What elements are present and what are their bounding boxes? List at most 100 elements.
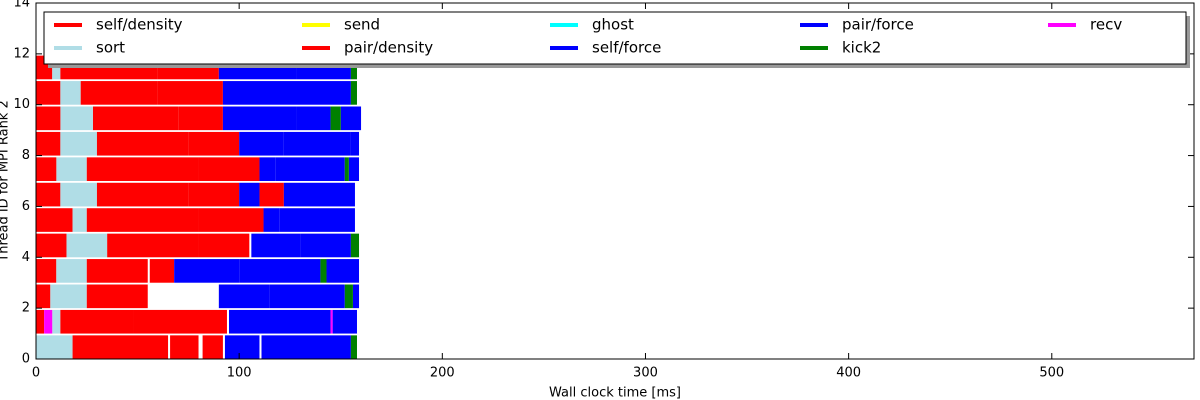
task-segment — [66, 233, 108, 258]
task-segment — [52, 309, 61, 334]
task-segment — [107, 233, 199, 258]
task-segment — [320, 259, 327, 283]
x-tick-label: 0 — [32, 366, 40, 381]
task-segment — [60, 309, 134, 334]
task-segment — [188, 131, 240, 156]
task-segment — [80, 81, 158, 105]
task-segment — [60, 81, 81, 105]
y-tick-label: 8 — [22, 148, 30, 163]
task-segment — [72, 208, 87, 232]
task-segment — [218, 284, 270, 309]
task-segment — [149, 259, 175, 283]
task-segment — [86, 157, 199, 181]
task-segment — [174, 259, 240, 283]
task-segment — [251, 233, 301, 258]
task-segment — [36, 81, 61, 105]
legend-label: self/density — [96, 16, 183, 34]
task-segment — [202, 335, 223, 359]
task-segment — [300, 233, 351, 258]
task-segment — [36, 259, 57, 283]
task-segment — [198, 157, 260, 181]
task-segment — [239, 259, 321, 283]
task-segment — [330, 309, 333, 334]
task-segment — [170, 335, 199, 359]
task-segment — [340, 106, 362, 131]
task-segment — [283, 131, 351, 156]
y-tick-label: 12 — [13, 46, 30, 61]
legend-label: pair/density — [344, 39, 433, 57]
task-segment — [36, 157, 57, 181]
task-segment — [350, 335, 357, 359]
task-segment — [239, 131, 284, 156]
task-segment — [60, 182, 97, 207]
y-tick-label: 4 — [22, 250, 30, 265]
x-axis-label: Wall clock time [ms] — [549, 386, 681, 400]
task-segment — [60, 106, 93, 131]
legend-label: pair/force — [842, 16, 914, 34]
task-segment — [36, 233, 67, 258]
task-segment — [350, 233, 360, 258]
task-segment — [229, 309, 331, 334]
task-segment — [198, 208, 264, 232]
task-segment — [178, 106, 223, 131]
task-segment — [350, 81, 357, 105]
task-segment — [222, 81, 351, 105]
x-tick-label: 400 — [836, 366, 861, 381]
x-tick-label: 200 — [430, 366, 455, 381]
y-tick-label: 14 — [13, 0, 30, 11]
task-segment — [330, 106, 341, 131]
task-segment — [279, 208, 355, 232]
task-segment — [344, 284, 353, 309]
legend-label: send — [344, 16, 380, 34]
task-segment — [344, 157, 349, 181]
task-segment — [259, 182, 284, 207]
task-segment — [224, 335, 260, 359]
task-segment — [239, 182, 260, 207]
legend-label: sort — [96, 39, 125, 57]
task-segment — [275, 157, 345, 181]
x-tick-label: 500 — [1039, 366, 1064, 381]
task-segment — [133, 309, 227, 334]
task-segment — [157, 81, 223, 105]
task-segment — [92, 106, 179, 131]
task-segment — [86, 259, 148, 283]
plot-frame — [35, 2, 1195, 360]
task-segment — [86, 208, 199, 232]
task-segment — [188, 182, 240, 207]
task-segment — [86, 284, 148, 309]
task-segment — [60, 131, 97, 156]
task-segment — [348, 157, 360, 181]
task-segment — [296, 106, 331, 131]
legend-label: recv — [1090, 16, 1122, 34]
task-segment — [96, 182, 189, 207]
legend: self/density sort send pair/density ghost sel… — [43, 11, 1190, 68]
task-segment — [36, 284, 51, 309]
task-segment — [56, 259, 87, 283]
task-segment — [36, 106, 61, 131]
y-tick-label: 2 — [22, 301, 30, 316]
task-segment — [332, 309, 357, 334]
legend-label: self/force — [592, 39, 661, 57]
x-tick-label: 300 — [633, 366, 658, 381]
task-segment — [36, 309, 45, 334]
y-axis-label: Thread ID for MPI Rank 2 — [0, 100, 12, 262]
y-tick-label: 6 — [22, 199, 30, 214]
y-tick-label: 10 — [13, 97, 30, 112]
task-segment — [72, 335, 169, 359]
task-segment — [263, 208, 280, 232]
legend-label: kick2 — [842, 39, 881, 57]
task-segment — [352, 284, 360, 309]
task-segment — [198, 233, 250, 258]
task-segment — [56, 157, 87, 181]
task-segment — [36, 208, 73, 232]
plot-area — [36, 55, 362, 359]
task-segment — [96, 131, 189, 156]
legend-label: ghost — [592, 16, 634, 34]
task-segment — [326, 259, 360, 283]
task-segment — [36, 335, 73, 359]
task-segment — [259, 157, 276, 181]
task-segment — [283, 182, 355, 207]
task-segment — [36, 182, 61, 207]
task-segment — [222, 106, 297, 131]
